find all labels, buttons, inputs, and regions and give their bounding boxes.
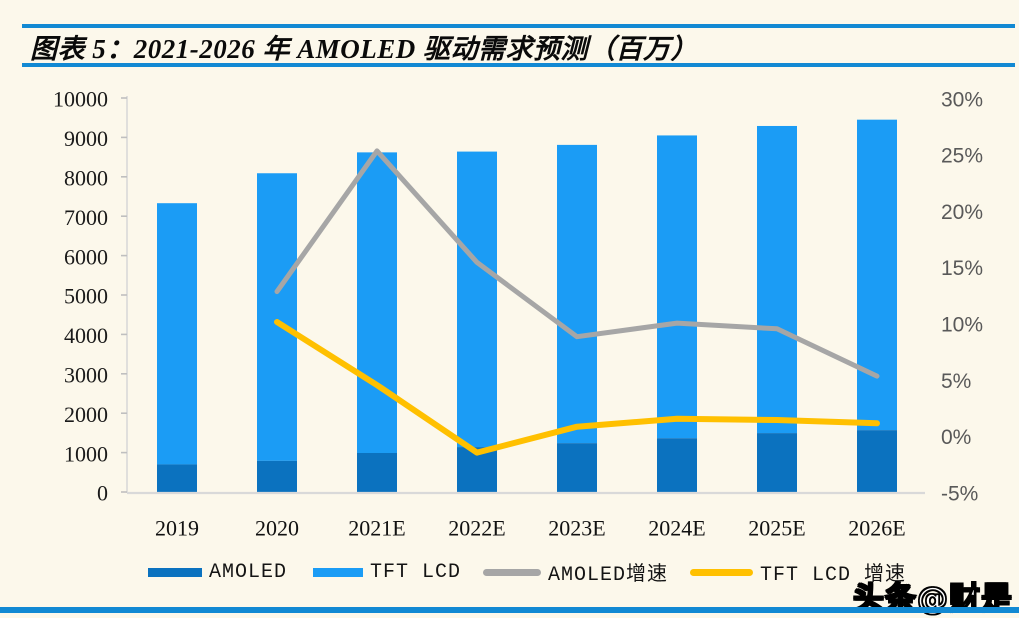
right-axis-label--5: -5% — [941, 482, 978, 505]
bar-amoled-2026E — [857, 430, 897, 492]
bar-tft-lcd-2019 — [157, 203, 197, 465]
x-axis-label-2022E: 2022E — [448, 516, 505, 541]
left-axis-label-8000: 8000 — [64, 166, 108, 191]
bar-amoled-2023E — [557, 443, 597, 492]
left-axis-label-5000: 5000 — [64, 284, 108, 309]
legend-item-3: TFT LCD 增速 — [690, 559, 907, 587]
right-axis-label-30: 30% — [941, 88, 983, 111]
right-axis-label-15: 15% — [941, 257, 983, 280]
bar-tft-lcd-2021E — [357, 152, 397, 453]
bar-tft-lcd-2024E — [657, 135, 697, 439]
right-axis-label-10: 10% — [941, 313, 983, 336]
left-axis-label-9000: 9000 — [64, 126, 108, 151]
x-axis-label-2025E: 2025E — [748, 516, 805, 541]
page-bottom-rule — [0, 607, 1019, 613]
bar-tft-lcd-2022E — [457, 151, 497, 448]
line-tft-lcd-growth — [274, 319, 880, 456]
bar-amoled-2025E — [757, 433, 797, 492]
bars-layer — [157, 119, 897, 492]
right-axis-label-5: 5% — [941, 370, 971, 393]
left-axis-label-0: 0 — [97, 481, 108, 506]
chart-title: 图表 5：2021-2026 年 AMOLED 驱动需求预测（百万） — [30, 34, 699, 64]
right-axis-label-20: 20% — [941, 201, 983, 224]
left-axis-label-6000: 6000 — [64, 244, 108, 269]
line-amoled-growth — [274, 148, 880, 379]
axes-layer — [121, 96, 925, 495]
x-axis-label-2020: 2020 — [255, 516, 299, 541]
x-axis-label-2019: 2019 — [155, 516, 199, 541]
legend-swatch-bar-icon — [313, 567, 363, 577]
bar-amoled-2021E — [357, 452, 397, 492]
legend-label: TFT LCD 增速 — [760, 564, 907, 587]
left-axis-label-10000: 10000 — [53, 87, 108, 112]
legend-label: AMOLED — [209, 560, 288, 584]
left-axis-label-2000: 2000 — [64, 402, 108, 427]
bar-tft-lcd-2026E — [857, 119, 897, 431]
title-bottom-rule — [22, 63, 1015, 67]
left-axis-label-1000: 1000 — [64, 441, 108, 466]
left-axis-label-7000: 7000 — [64, 205, 108, 230]
right-axis-label-0: 0% — [941, 426, 971, 449]
bar-tft-lcd-2023E — [557, 144, 597, 444]
bar-tft-lcd-2025E — [757, 125, 797, 434]
left-axis-label-3000: 3000 — [64, 363, 108, 388]
bar-amoled-2019 — [157, 464, 197, 492]
legend-label: TFT LCD — [370, 560, 462, 584]
left-axis-label-4000: 4000 — [64, 323, 108, 348]
bar-amoled-2020 — [257, 460, 297, 492]
legend-item-0: AMOLED — [148, 559, 287, 585]
x-axis-label-2023E: 2023E — [548, 516, 605, 541]
right-axis-label-25: 25% — [941, 145, 983, 168]
title-top-rule — [22, 24, 1015, 28]
legend-item-2: AMOLED增速 — [483, 559, 669, 587]
legend-swatch-line-icon — [690, 568, 753, 576]
legend-label: AMOLED增速 — [548, 564, 669, 587]
x-axis-label-2021E: 2021E — [348, 516, 405, 541]
legend-item-1: TFT LCD — [313, 559, 461, 585]
lines-layer — [274, 148, 880, 456]
axis-labels-layer: 0 1000 2000 3000 4000 5000 6000 7000 8000 9000 100… — [53, 87, 983, 541]
x-axis-label-2024E: 2024E — [648, 516, 705, 541]
legend-swatch-line-icon — [483, 568, 541, 576]
bar-tft-lcd-2020 — [257, 173, 297, 461]
x-axis-label-2026E: 2026E — [848, 516, 905, 541]
legend-swatch-bar-icon — [148, 567, 202, 577]
bar-amoled-2024E — [657, 438, 697, 492]
